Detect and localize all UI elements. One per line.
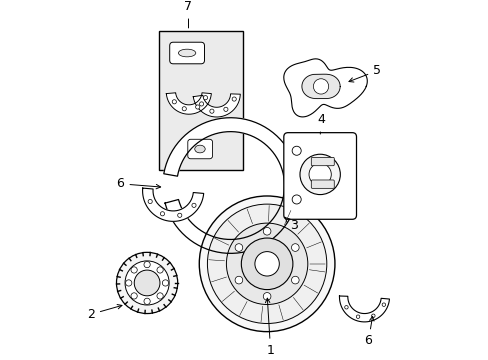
Circle shape — [182, 107, 186, 111]
Polygon shape — [142, 188, 203, 221]
Circle shape — [131, 293, 137, 299]
Circle shape — [232, 97, 236, 101]
Circle shape — [195, 105, 200, 109]
Circle shape — [235, 244, 242, 251]
Circle shape — [313, 79, 328, 94]
Circle shape — [241, 238, 292, 289]
Circle shape — [125, 261, 169, 305]
Bar — [159, 31, 242, 170]
Circle shape — [134, 270, 160, 296]
Circle shape — [224, 107, 227, 111]
Polygon shape — [339, 296, 388, 322]
Circle shape — [291, 244, 299, 251]
Circle shape — [116, 252, 177, 314]
Circle shape — [371, 314, 374, 318]
Circle shape — [143, 261, 150, 268]
Text: 1: 1 — [265, 298, 274, 357]
Text: 5: 5 — [348, 64, 381, 82]
Circle shape — [308, 163, 330, 185]
Polygon shape — [163, 118, 298, 253]
FancyBboxPatch shape — [311, 157, 334, 166]
Circle shape — [143, 298, 150, 305]
Circle shape — [191, 203, 196, 207]
Circle shape — [203, 96, 207, 100]
Circle shape — [254, 252, 279, 276]
Circle shape — [291, 276, 299, 284]
Polygon shape — [193, 94, 240, 117]
FancyBboxPatch shape — [311, 180, 334, 188]
Circle shape — [148, 199, 152, 204]
Circle shape — [291, 195, 301, 204]
Circle shape — [299, 154, 340, 195]
FancyBboxPatch shape — [283, 133, 356, 219]
Circle shape — [356, 315, 359, 319]
Circle shape — [160, 212, 164, 216]
Text: 7: 7 — [184, 0, 192, 28]
Circle shape — [226, 223, 307, 305]
Circle shape — [209, 109, 214, 113]
Circle shape — [199, 102, 203, 106]
FancyBboxPatch shape — [169, 42, 204, 64]
Text: 3: 3 — [285, 217, 297, 232]
Text: 2: 2 — [87, 305, 122, 321]
Ellipse shape — [194, 145, 205, 153]
Circle shape — [199, 196, 334, 332]
Text: 6: 6 — [364, 316, 373, 347]
Polygon shape — [301, 74, 340, 99]
Circle shape — [291, 146, 301, 155]
Circle shape — [131, 267, 137, 273]
Circle shape — [157, 267, 163, 273]
Circle shape — [263, 228, 270, 235]
Circle shape — [344, 306, 347, 309]
Circle shape — [172, 100, 176, 104]
Polygon shape — [283, 59, 366, 117]
Circle shape — [235, 276, 242, 284]
Text: 4: 4 — [316, 113, 325, 134]
Circle shape — [157, 293, 163, 299]
Polygon shape — [166, 93, 211, 114]
Circle shape — [263, 293, 270, 300]
Text: 6: 6 — [116, 177, 160, 190]
Circle shape — [177, 213, 182, 217]
Circle shape — [381, 303, 385, 306]
Circle shape — [125, 280, 132, 286]
Circle shape — [207, 204, 326, 324]
Circle shape — [162, 280, 168, 286]
Ellipse shape — [178, 49, 195, 57]
FancyBboxPatch shape — [187, 139, 212, 159]
